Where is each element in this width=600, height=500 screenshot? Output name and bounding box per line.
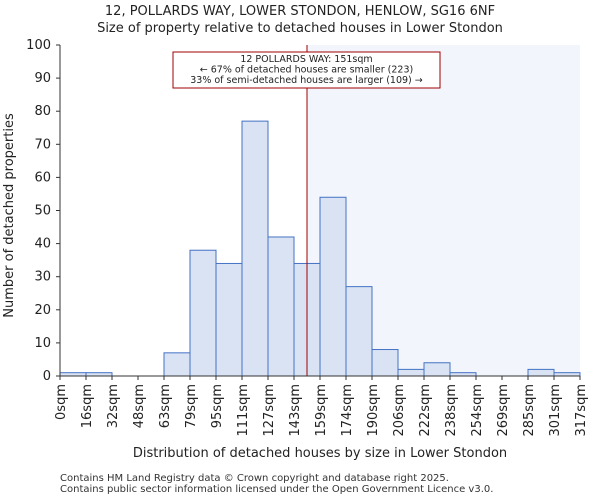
- x-tick-label: 159sqm: [314, 384, 329, 437]
- x-tick-label: 63sqm: [158, 384, 173, 428]
- bar-63sqm: [163, 352, 191, 377]
- x-tick-label: 301sqm: [548, 384, 563, 437]
- x-tick-label: 285sqm: [522, 384, 537, 437]
- annotation-line-2: ← 67% of detached houses are smaller (22…: [200, 65, 413, 76]
- y-tick-label: 30: [34, 270, 51, 285]
- bar-95sqm: [215, 262, 243, 377]
- y-tick-label: 80: [34, 104, 51, 119]
- y-tick-label: 60: [34, 170, 51, 185]
- y-tick-label: 90: [34, 71, 51, 86]
- x-tick-label: 95sqm: [210, 384, 225, 428]
- bar-79sqm: [189, 249, 217, 377]
- y-axis-label: Number of detached properties: [2, 113, 17, 318]
- x-tick-label: 238sqm: [444, 384, 459, 437]
- bar-127sqm: [267, 236, 295, 377]
- y-tick-label: 20: [34, 303, 51, 318]
- x-tick-label: 48sqm: [132, 384, 147, 428]
- footer-line-1: Contains HM Land Registry data © Crown c…: [60, 473, 449, 484]
- bar-174sqm: [345, 286, 373, 377]
- x-tick-label: 222sqm: [418, 384, 433, 437]
- bar-222sqm: [423, 362, 451, 377]
- x-tick-label: 111sqm: [236, 384, 251, 437]
- x-tick-label: 269sqm: [496, 384, 511, 437]
- bar-285sqm: [527, 368, 555, 377]
- annotation-line-3: 33% of semi-detached houses are larger (…: [190, 75, 423, 86]
- annotation-box: 12 POLLARDS WAY: 151sqm ← 67% of detache…: [172, 51, 441, 89]
- annotation-line-1: 12 POLLARDS WAY: 151sqm: [240, 54, 372, 65]
- y-tick-label: 40: [34, 237, 51, 252]
- chart-title: 12, POLLARDS WAY, LOWER STONDON, HENLOW,…: [104, 4, 496, 19]
- x-tick-label: 190sqm: [366, 384, 381, 437]
- bar-111sqm: [241, 120, 269, 377]
- x-axis-label: Distribution of detached houses by size …: [133, 446, 507, 461]
- x-tick-label: 0sqm: [54, 384, 69, 420]
- bar-206sqm: [397, 368, 425, 377]
- y-tick-label: 10: [34, 336, 51, 351]
- x-tick-label: 206sqm: [392, 384, 407, 437]
- y-tick-label: 70: [34, 137, 51, 152]
- x-tick-label: 127sqm: [262, 384, 277, 437]
- x-tick-label: 254sqm: [470, 384, 485, 437]
- x-tick-label: 174sqm: [340, 384, 355, 437]
- bar-159sqm: [319, 196, 347, 377]
- footer-line-2: Contains public sector information licen…: [60, 484, 494, 495]
- y-tick-label: 0: [43, 369, 51, 384]
- x-tick-label: 317sqm: [574, 384, 589, 437]
- bar-190sqm: [371, 349, 399, 377]
- x-tick-label: 143sqm: [288, 384, 303, 437]
- y-tick-label: 100: [26, 38, 51, 53]
- y-tick-label: 50: [34, 204, 51, 219]
- x-tick-label: 32sqm: [106, 384, 121, 428]
- x-tick-label: 16sqm: [80, 384, 95, 428]
- x-tick-label: 79sqm: [184, 384, 199, 428]
- chart-subtitle: Size of property relative to detached ho…: [97, 21, 503, 36]
